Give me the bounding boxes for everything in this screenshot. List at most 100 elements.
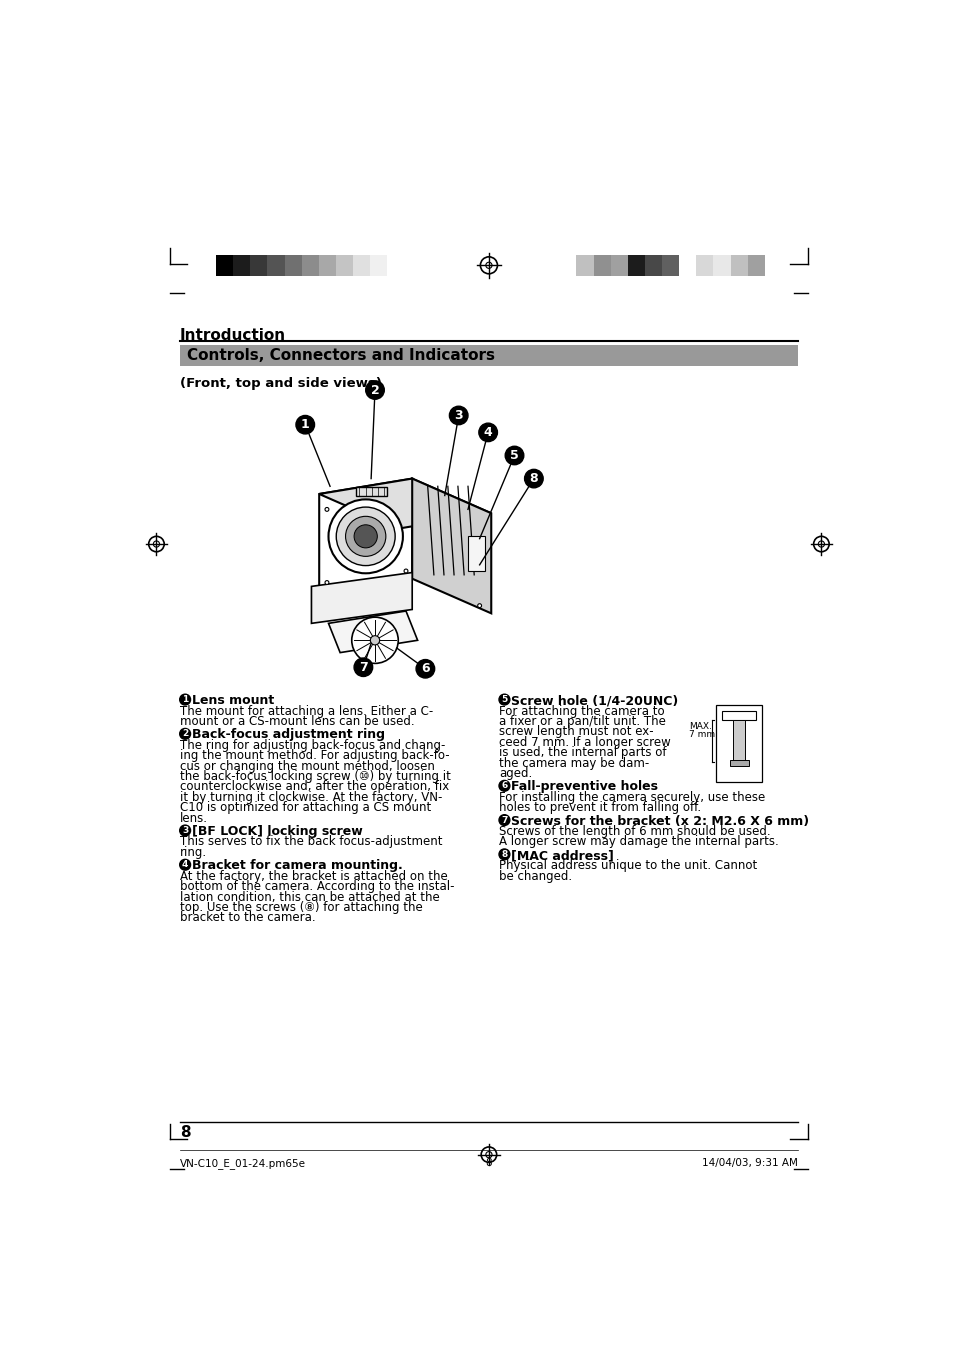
Circle shape bbox=[325, 508, 329, 511]
Circle shape bbox=[478, 423, 497, 442]
Text: holes to prevent it from falling off.: holes to prevent it from falling off. bbox=[498, 801, 700, 815]
Bar bbox=[233, 254, 250, 276]
Text: [BF LOCK] locking screw: [BF LOCK] locking screw bbox=[192, 825, 362, 838]
Text: For installing the camera securely, use these: For installing the camera securely, use … bbox=[498, 790, 764, 804]
Text: be changed.: be changed. bbox=[498, 870, 572, 882]
Text: 8: 8 bbox=[529, 471, 537, 485]
Bar bbox=[318, 254, 335, 276]
Text: bottom of the camera. According to the instal-: bottom of the camera. According to the i… bbox=[179, 880, 454, 893]
Circle shape bbox=[416, 659, 435, 678]
Text: 1: 1 bbox=[300, 419, 310, 431]
Circle shape bbox=[477, 604, 481, 608]
Bar bbox=[353, 254, 370, 276]
Text: [MAC address]: [MAC address] bbox=[511, 848, 614, 862]
Text: Fall-preventive holes: Fall-preventive holes bbox=[511, 781, 658, 793]
Circle shape bbox=[498, 848, 509, 859]
Bar bbox=[729, 761, 748, 766]
Text: A longer screw may damage the internal parts.: A longer screw may damage the internal p… bbox=[498, 835, 778, 848]
Bar bbox=[730, 254, 747, 276]
Text: 6: 6 bbox=[500, 781, 507, 790]
Polygon shape bbox=[311, 573, 412, 623]
Circle shape bbox=[325, 581, 329, 585]
Text: 6: 6 bbox=[420, 662, 429, 676]
Text: the back-focus locking screw (⑩) by turning it: the back-focus locking screw (⑩) by turn… bbox=[179, 770, 450, 784]
Bar bbox=[284, 254, 301, 276]
Bar bbox=[644, 254, 661, 276]
Text: top. Use the screws (⑧) for attaching the: top. Use the screws (⑧) for attaching th… bbox=[179, 901, 422, 913]
Text: lation condition, this can be attached at the: lation condition, this can be attached a… bbox=[179, 890, 439, 904]
Polygon shape bbox=[328, 611, 417, 653]
Polygon shape bbox=[412, 478, 491, 613]
Text: Introduction: Introduction bbox=[179, 328, 286, 343]
Circle shape bbox=[404, 569, 408, 573]
Circle shape bbox=[352, 617, 397, 663]
Text: lens.: lens. bbox=[179, 812, 208, 824]
Bar bbox=[355, 488, 386, 496]
Circle shape bbox=[505, 446, 523, 465]
Text: 7: 7 bbox=[500, 816, 507, 824]
Text: Physical address unique to the unit. Cannot: Physical address unique to the unit. Can… bbox=[498, 859, 757, 873]
Text: For attaching the camera to: For attaching the camera to bbox=[498, 705, 664, 717]
Bar bbox=[747, 254, 764, 276]
Circle shape bbox=[345, 516, 385, 557]
Text: mount or a CS-mount lens can be used.: mount or a CS-mount lens can be used. bbox=[179, 715, 414, 728]
Circle shape bbox=[328, 500, 402, 573]
Text: 8: 8 bbox=[500, 850, 507, 859]
Circle shape bbox=[179, 859, 191, 870]
Bar bbox=[732, 720, 744, 762]
Text: aged.: aged. bbox=[498, 767, 532, 780]
Bar bbox=[713, 254, 730, 276]
Bar bbox=[468, 536, 484, 571]
Text: VN-C10_E_01-24.pm65e: VN-C10_E_01-24.pm65e bbox=[179, 1158, 305, 1169]
Circle shape bbox=[498, 815, 509, 825]
Bar bbox=[721, 711, 756, 720]
Text: cus or changing the mount method, loosen: cus or changing the mount method, loosen bbox=[179, 759, 435, 773]
Bar bbox=[593, 254, 610, 276]
Text: 4: 4 bbox=[182, 861, 188, 869]
Text: Screw hole (1/4-20UNC): Screw hole (1/4-20UNC) bbox=[511, 694, 678, 707]
Circle shape bbox=[498, 694, 509, 705]
Bar bbox=[576, 254, 593, 276]
Text: C10 is optimized for attaching a CS mount: C10 is optimized for attaching a CS moun… bbox=[179, 801, 431, 815]
Bar bbox=[627, 254, 644, 276]
Text: ring.: ring. bbox=[179, 846, 207, 859]
Text: The ring for adjusting back-focus and chang-: The ring for adjusting back-focus and ch… bbox=[179, 739, 445, 753]
Text: Screws for the bracket (x 2: M2.6 X 6 mm): Screws for the bracket (x 2: M2.6 X 6 mm… bbox=[511, 815, 809, 828]
Text: MAX.: MAX. bbox=[688, 721, 711, 731]
Text: The mount for attaching a lens. Either a C-: The mount for attaching a lens. Either a… bbox=[179, 705, 433, 717]
Circle shape bbox=[179, 728, 191, 739]
Text: 1: 1 bbox=[182, 694, 188, 704]
Text: a fixer or a pan/tilt unit. The: a fixer or a pan/tilt unit. The bbox=[498, 715, 665, 728]
Text: screw length must not ex-: screw length must not ex- bbox=[498, 725, 653, 739]
Text: counterclockwise and, after the operation, fix: counterclockwise and, after the operatio… bbox=[179, 781, 449, 793]
Circle shape bbox=[365, 381, 384, 400]
Bar bbox=[267, 254, 284, 276]
Text: 2: 2 bbox=[182, 730, 188, 739]
Bar bbox=[370, 254, 387, 276]
Text: 4: 4 bbox=[483, 426, 492, 439]
Text: ing the mount method. For adjusting back-fo-: ing the mount method. For adjusting back… bbox=[179, 750, 449, 762]
Text: At the factory, the bracket is attached on the: At the factory, the bracket is attached … bbox=[179, 870, 447, 882]
Bar bbox=[179, 345, 798, 366]
Text: 7: 7 bbox=[358, 661, 367, 674]
Text: is used, the internal parts of: is used, the internal parts of bbox=[498, 746, 666, 759]
Text: the camera may be dam-: the camera may be dam- bbox=[498, 757, 649, 770]
Text: (Front, top and side views): (Front, top and side views) bbox=[179, 377, 381, 390]
Circle shape bbox=[354, 524, 377, 549]
Text: 5: 5 bbox=[510, 449, 518, 462]
Text: 7 mm: 7 mm bbox=[688, 730, 714, 739]
Text: 8: 8 bbox=[179, 1125, 191, 1140]
Text: 8: 8 bbox=[485, 1158, 492, 1167]
Text: it by turning it clockwise. At the factory, VN-: it by turning it clockwise. At the facto… bbox=[179, 790, 441, 804]
Text: Lens mount: Lens mount bbox=[192, 694, 274, 707]
Text: ceed 7 mm. If a longer screw: ceed 7 mm. If a longer screw bbox=[498, 736, 670, 748]
Text: Controls, Connectors and Indicators: Controls, Connectors and Indicators bbox=[187, 349, 495, 363]
Circle shape bbox=[179, 694, 191, 705]
Circle shape bbox=[335, 507, 395, 566]
Bar bbox=[610, 254, 627, 276]
Circle shape bbox=[524, 469, 542, 488]
Text: bracket to the camera.: bracket to the camera. bbox=[179, 912, 315, 924]
Bar bbox=[696, 254, 713, 276]
Circle shape bbox=[498, 781, 509, 792]
Circle shape bbox=[449, 407, 468, 424]
